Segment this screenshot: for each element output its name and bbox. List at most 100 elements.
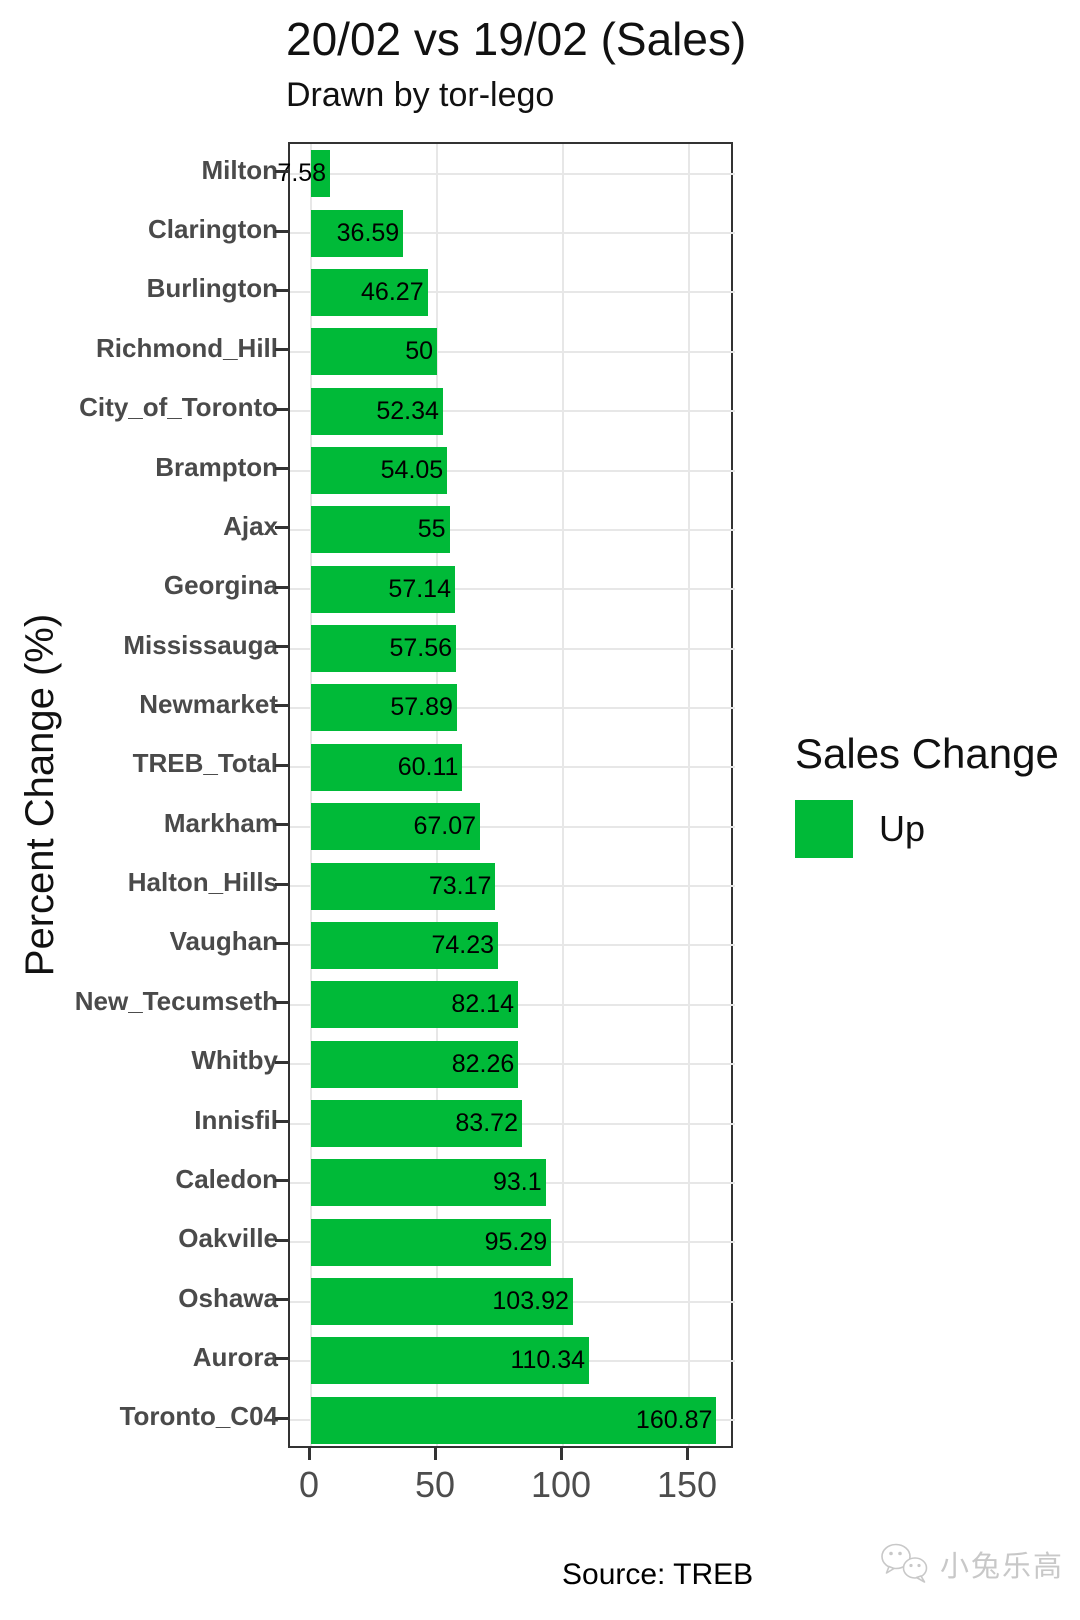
bar-value-label: 67.07: [413, 812, 477, 841]
category-label: Whitby: [191, 1045, 278, 1076]
vertical-gridline: [436, 144, 438, 1446]
bar: [311, 447, 448, 494]
bar: [311, 1100, 522, 1147]
bar: [311, 1218, 552, 1266]
y-axis-tick: [275, 170, 288, 174]
legend-label-up: Up: [879, 808, 926, 849]
bar-value-label: 57.89: [390, 693, 453, 722]
category-label: Caledon: [175, 1163, 278, 1194]
bar-value-label: 82.14: [451, 990, 514, 1019]
category-label: Richmond_Hill: [95, 332, 278, 363]
y-axis-tick: [275, 882, 288, 886]
category-label: City_of_Toronto: [79, 392, 278, 423]
horizontal-gridline: [290, 885, 735, 888]
category-label: Clarington: [148, 214, 278, 245]
watermark: 小兔乐高: [878, 1540, 1064, 1588]
category-label: Mississauga: [123, 629, 278, 660]
bar-value-label: 57.14: [388, 574, 451, 603]
category-label: Vaughan: [169, 926, 278, 957]
y-axis-tick: [275, 407, 288, 411]
y-axis-tick: [275, 1001, 288, 1005]
bar-value-label: 160.87: [635, 1405, 713, 1434]
y-axis-tick: [275, 1060, 288, 1064]
category-label: New_Tecumseth: [74, 985, 278, 1016]
legend-title: Sales Change: [795, 730, 1059, 777]
source-caption: Source: TREB: [562, 1558, 754, 1591]
horizontal-gridline: [290, 469, 735, 472]
watermark-text: 小兔乐高: [940, 1551, 1065, 1583]
x-tick-label: 150: [656, 1464, 718, 1505]
bar-value-label: 83.72: [455, 1109, 518, 1137]
bar-value-label: 93.1: [492, 1168, 542, 1197]
y-axis-tick: [275, 1298, 288, 1302]
bar-value-label: 50: [405, 337, 433, 366]
bar: [311, 1337, 590, 1385]
y-axis-tick: [275, 348, 288, 352]
horizontal-gridline: [290, 350, 735, 353]
bar: [311, 1278, 573, 1326]
category-label: Aurora: [192, 1341, 278, 1372]
x-axis-tick: [559, 1448, 563, 1460]
category-label: Halton_Hills: [127, 867, 278, 898]
bar-value-label: 55: [417, 515, 446, 544]
category-label: Innisfil: [194, 1104, 278, 1135]
bar: [311, 684, 457, 732]
horizontal-gridline: [290, 825, 735, 828]
y-axis-tick: [275, 1120, 288, 1123]
legend-swatch-up: [795, 800, 853, 858]
bar: [311, 328, 437, 376]
bar: [311, 268, 428, 316]
category-label: Toronto_C04: [119, 1401, 278, 1432]
y-axis-tick: [275, 585, 288, 589]
y-axis-tick: [275, 1357, 288, 1361]
vertical-gridline: [310, 144, 312, 1446]
category-label: Burlington: [146, 273, 278, 304]
horizontal-gridline: [290, 766, 735, 769]
y-axis-tick: [275, 1238, 288, 1242]
bar-value-label: 103.92: [492, 1287, 569, 1316]
horizontal-gridline: [290, 232, 735, 235]
y-axis-tick: [275, 229, 288, 233]
bar: [311, 150, 331, 198]
vertical-gridline: [688, 144, 690, 1446]
bar: [311, 387, 443, 435]
horizontal-gridline: [290, 528, 735, 531]
category-label: Brampton: [155, 451, 278, 482]
x-axis-tick: [685, 1448, 689, 1460]
chart-title: 20/02 vs 19/02 (Sales): [286, 13, 747, 65]
category-label: Markham: [163, 807, 278, 838]
bar-value-label: 36.59: [336, 218, 400, 247]
bar-value-label: 74.23: [431, 930, 495, 959]
x-axis-tick: [307, 1448, 311, 1460]
bar: [311, 921, 499, 969]
bar-value-label: 82.26: [451, 1049, 515, 1078]
bar-value-label: 52.34: [376, 396, 439, 425]
bar-value-label: 54.05: [380, 456, 444, 484]
x-tick-label: 0: [298, 1464, 320, 1505]
horizontal-gridline: [290, 944, 735, 947]
bar: [311, 803, 481, 851]
bar: [311, 209, 404, 257]
category-label: Newmarket: [139, 688, 278, 719]
x-axis-tick: [433, 1448, 437, 1460]
bar: [311, 981, 518, 1029]
y-axis-tick: [275, 704, 288, 708]
bar-value-label: 60.11: [397, 752, 459, 781]
bar-value-label: 110.34: [510, 1346, 586, 1375]
legend: Sales Change Up: [795, 730, 1059, 858]
horizontal-gridline: [290, 647, 735, 650]
chart-subtitle: Drawn by tor-lego: [286, 76, 555, 114]
category-label: Georgina: [163, 570, 278, 601]
horizontal-gridline: [290, 410, 735, 413]
category-label: TREB_Total: [132, 748, 278, 779]
category-label: Oshawa: [178, 1282, 278, 1313]
x-tick-label: 100: [530, 1464, 592, 1505]
y-axis-tick: [275, 1179, 288, 1183]
bar-value-label: 46.27: [361, 277, 424, 306]
bar: [311, 506, 450, 554]
bar: [311, 1159, 546, 1207]
horizontal-gridline: [290, 172, 735, 175]
bar: [311, 743, 463, 791]
y-axis-tick: [275, 526, 288, 530]
category-label: Ajax: [223, 510, 278, 541]
